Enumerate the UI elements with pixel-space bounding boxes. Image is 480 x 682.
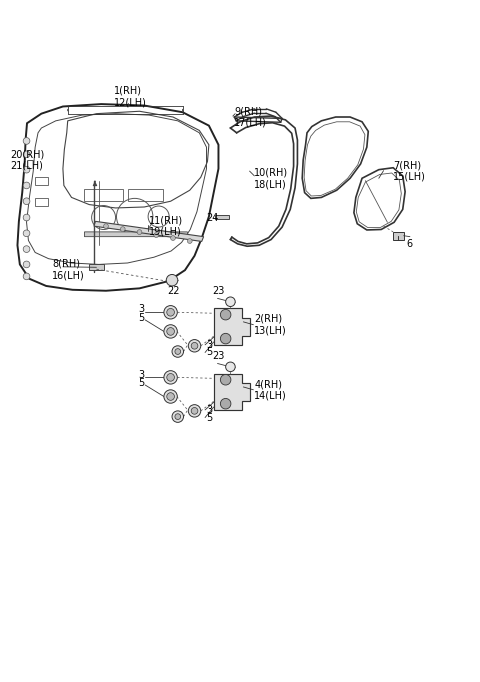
Circle shape <box>23 273 30 280</box>
Polygon shape <box>84 232 188 237</box>
Circle shape <box>167 374 174 381</box>
Circle shape <box>23 138 30 145</box>
Circle shape <box>170 236 175 241</box>
Circle shape <box>164 390 177 403</box>
Circle shape <box>23 182 30 189</box>
Text: 23: 23 <box>212 351 225 361</box>
Polygon shape <box>215 215 229 220</box>
Circle shape <box>154 233 158 237</box>
Circle shape <box>187 239 192 243</box>
Circle shape <box>23 261 30 268</box>
Text: 20(RH)
21(LH): 20(RH) 21(LH) <box>10 149 45 171</box>
Circle shape <box>104 224 108 228</box>
Circle shape <box>220 398 231 409</box>
Circle shape <box>23 230 30 237</box>
Text: 22: 22 <box>168 286 180 297</box>
Text: 11(RH)
19(LH): 11(RH) 19(LH) <box>149 216 183 237</box>
Circle shape <box>226 362 235 372</box>
Circle shape <box>23 214 30 221</box>
Circle shape <box>220 310 231 320</box>
Circle shape <box>137 230 142 235</box>
Polygon shape <box>393 232 404 239</box>
Circle shape <box>220 374 231 385</box>
Text: 7(RH)
15(LH): 7(RH) 15(LH) <box>393 160 426 182</box>
Text: 3: 3 <box>206 405 213 415</box>
Circle shape <box>191 408 198 414</box>
Text: 5: 5 <box>138 378 144 388</box>
Text: 4(RH)
14(LH): 4(RH) 14(LH) <box>254 379 287 400</box>
Circle shape <box>172 346 183 357</box>
Text: 2(RH)
13(LH): 2(RH) 13(LH) <box>254 314 287 336</box>
Circle shape <box>23 246 30 252</box>
Circle shape <box>23 166 30 173</box>
Circle shape <box>23 151 30 158</box>
Text: 8(RH)
16(LH): 8(RH) 16(LH) <box>52 258 85 280</box>
Text: 24: 24 <box>206 213 218 222</box>
Circle shape <box>23 198 30 205</box>
Circle shape <box>167 327 174 336</box>
Text: 5: 5 <box>206 348 213 357</box>
Text: 9(RH)
17(LH): 9(RH) 17(LH) <box>234 106 267 128</box>
Circle shape <box>191 342 198 349</box>
Circle shape <box>164 325 177 338</box>
Circle shape <box>188 404 201 417</box>
Text: 1(RH)
12(LH): 1(RH) 12(LH) <box>113 86 146 108</box>
Text: 3: 3 <box>138 370 144 379</box>
Circle shape <box>188 340 201 352</box>
Circle shape <box>166 274 178 286</box>
Polygon shape <box>89 265 104 270</box>
Circle shape <box>164 306 177 319</box>
Text: 23: 23 <box>212 286 225 296</box>
Text: 10(RH)
18(LH): 10(RH) 18(LH) <box>254 168 288 189</box>
Text: 5: 5 <box>138 313 144 323</box>
Circle shape <box>120 226 125 231</box>
Text: 3: 3 <box>206 340 213 350</box>
Polygon shape <box>214 374 250 410</box>
Circle shape <box>172 411 183 422</box>
Polygon shape <box>214 308 250 345</box>
Text: 3: 3 <box>138 304 144 314</box>
Circle shape <box>167 308 174 316</box>
Circle shape <box>226 297 235 306</box>
Text: 5: 5 <box>206 413 213 423</box>
Circle shape <box>175 349 180 355</box>
Circle shape <box>167 393 174 400</box>
Circle shape <box>175 414 180 419</box>
Circle shape <box>164 371 177 384</box>
Polygon shape <box>94 222 204 241</box>
Text: 6: 6 <box>407 239 413 248</box>
Circle shape <box>220 333 231 344</box>
